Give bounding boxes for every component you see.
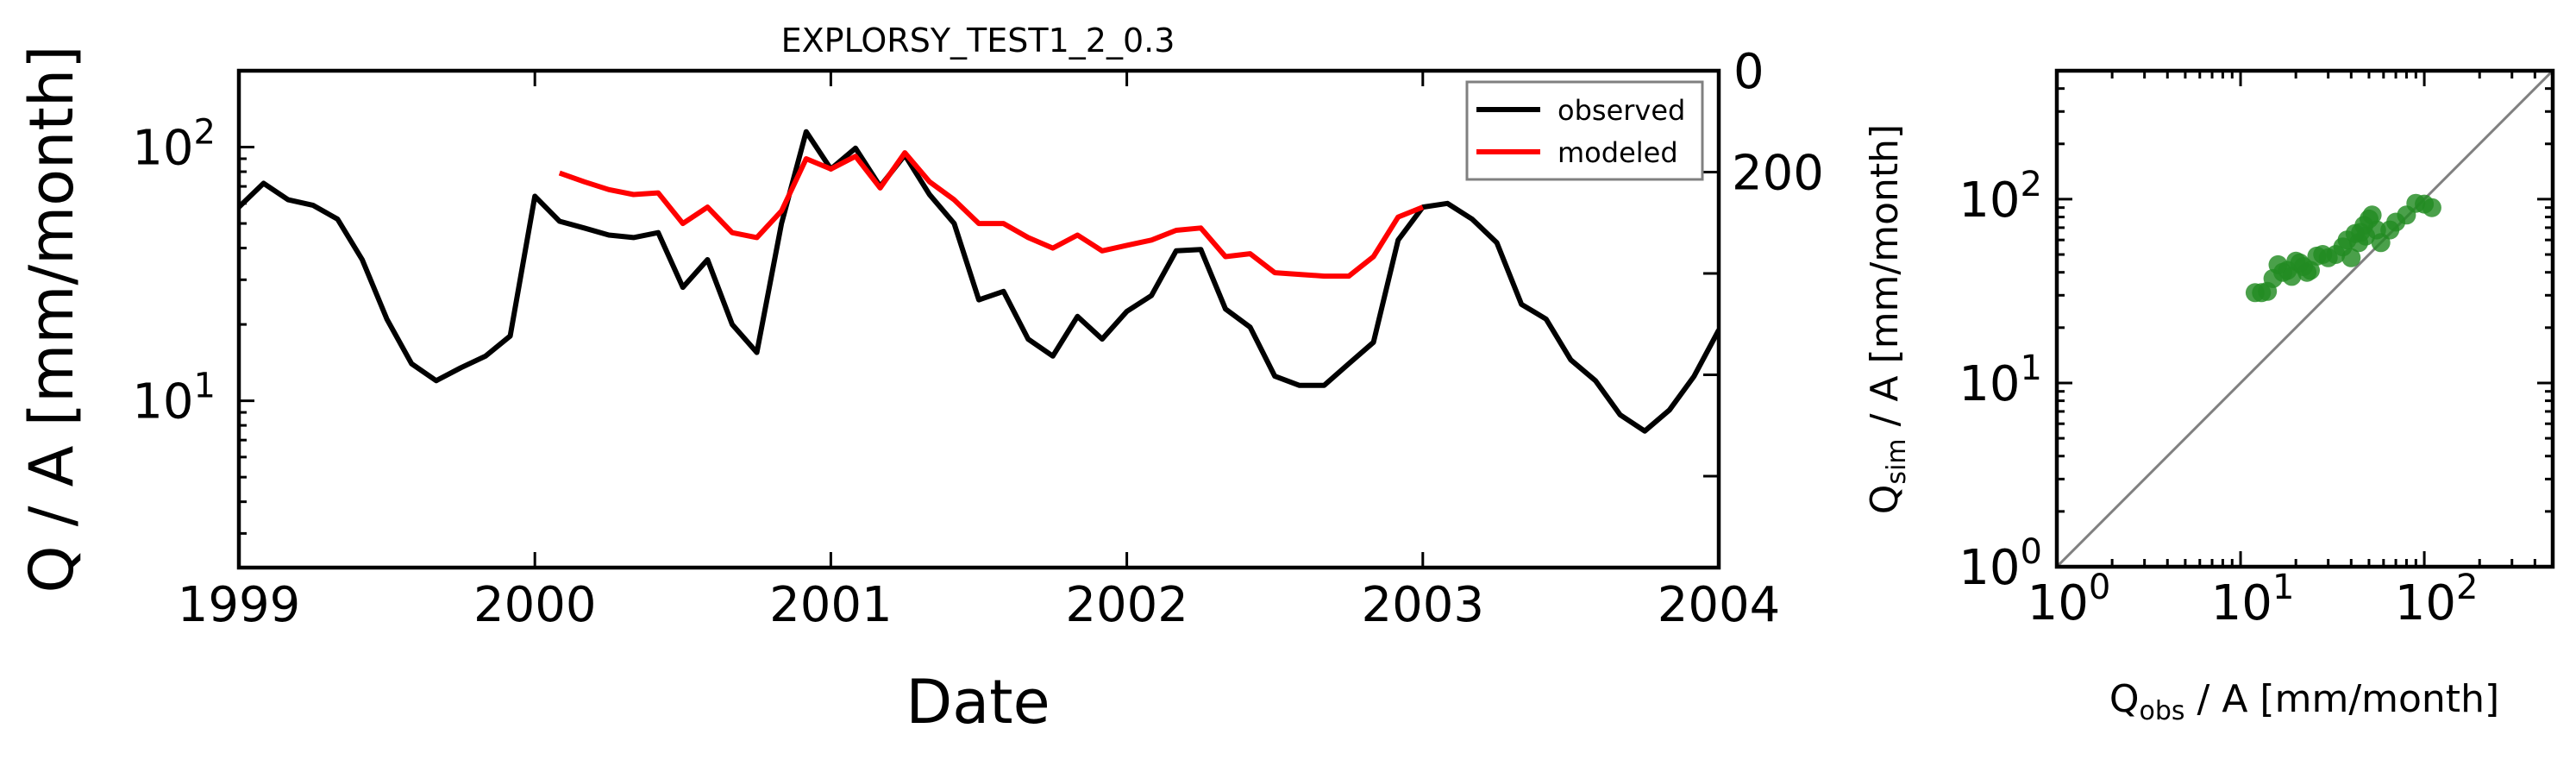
timeseries-axes-frame — [236, 68, 1721, 570]
y-axis-label: Q / A [mm/month] — [16, 45, 87, 593]
x-tick-label: 1999 — [178, 577, 301, 633]
y2-tick-label: 200 — [1732, 146, 1824, 202]
series-line-modeled — [558, 150, 1424, 279]
scatter-y-tick-label: 102 — [1959, 165, 2042, 229]
y-tick-label: 101 — [132, 367, 216, 430]
scatter-x-axis-label: Qobs / A [mm/month] — [2109, 677, 2499, 726]
x-tick-label: 2003 — [1362, 577, 1485, 633]
legend-frame — [1465, 80, 1704, 181]
y-tick-label: 102 — [132, 113, 216, 177]
series-line-observed — [239, 129, 1719, 434]
scatter-point — [2301, 261, 2320, 280]
x-tick-label: 2000 — [473, 577, 597, 633]
scatter-y-axis-label: Qsim / A [mm/month] — [1863, 124, 1912, 514]
y2-tick-label: 0 — [1733, 44, 1764, 100]
legend: observed modeled — [1465, 80, 1704, 181]
timeseries-panel: EXPLORSY_TEST1_2_0.3 1999 2000 2001 2002 200… — [16, 22, 1824, 738]
x-axis-label: Date — [906, 667, 1050, 738]
legend-label-observed: observed — [1558, 94, 1685, 127]
scatter-x-tick-label: 101 — [2211, 568, 2295, 631]
scatter-point — [2422, 198, 2441, 217]
scatter-y-tick-label: 100 — [1959, 532, 2042, 596]
one-to-one-line — [2057, 71, 2553, 567]
scatter-point — [2362, 205, 2382, 225]
chart-title: EXPLORSY_TEST1_2_0.3 — [781, 22, 1175, 60]
legend-label-modeled: modeled — [1558, 136, 1678, 169]
scatter-x-tick-label: 102 — [2395, 568, 2479, 631]
x-tick-label: 2002 — [1065, 577, 1188, 633]
scatter-axes-frame — [2054, 68, 2555, 569]
x-tick-label: 2001 — [769, 577, 893, 633]
scatter-y-tick-label: 101 — [1959, 348, 2042, 412]
x-tick-label: 2004 — [1658, 577, 1781, 633]
scatter-point — [2341, 248, 2361, 267]
scatter-x-tick-label: 100 — [2028, 568, 2111, 631]
